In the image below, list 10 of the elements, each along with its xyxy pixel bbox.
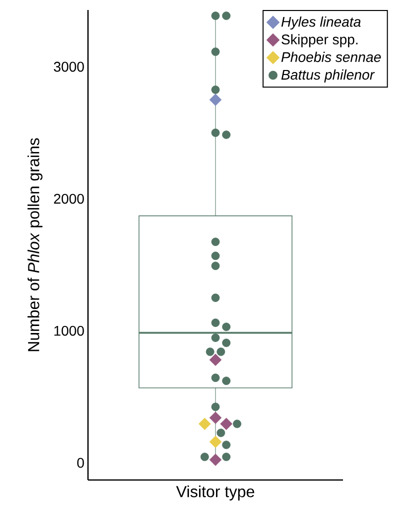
y-tick-label: 1000 xyxy=(54,326,84,336)
y-tick-label: 0 xyxy=(77,458,84,468)
y-tick-label: 3000 xyxy=(54,62,84,72)
x-axis-title: Visitor type xyxy=(176,486,254,500)
legend-label: Hyles lineata xyxy=(281,16,361,30)
legend-label: Phoebis sennae xyxy=(281,52,381,62)
y-tick-label: 2000 xyxy=(54,194,84,204)
legend-label: Skipper spp. xyxy=(282,34,358,48)
legend-label: Battus philenor xyxy=(281,69,375,82)
y-axis-title: Number of Phlox pollen grains xyxy=(28,138,42,352)
